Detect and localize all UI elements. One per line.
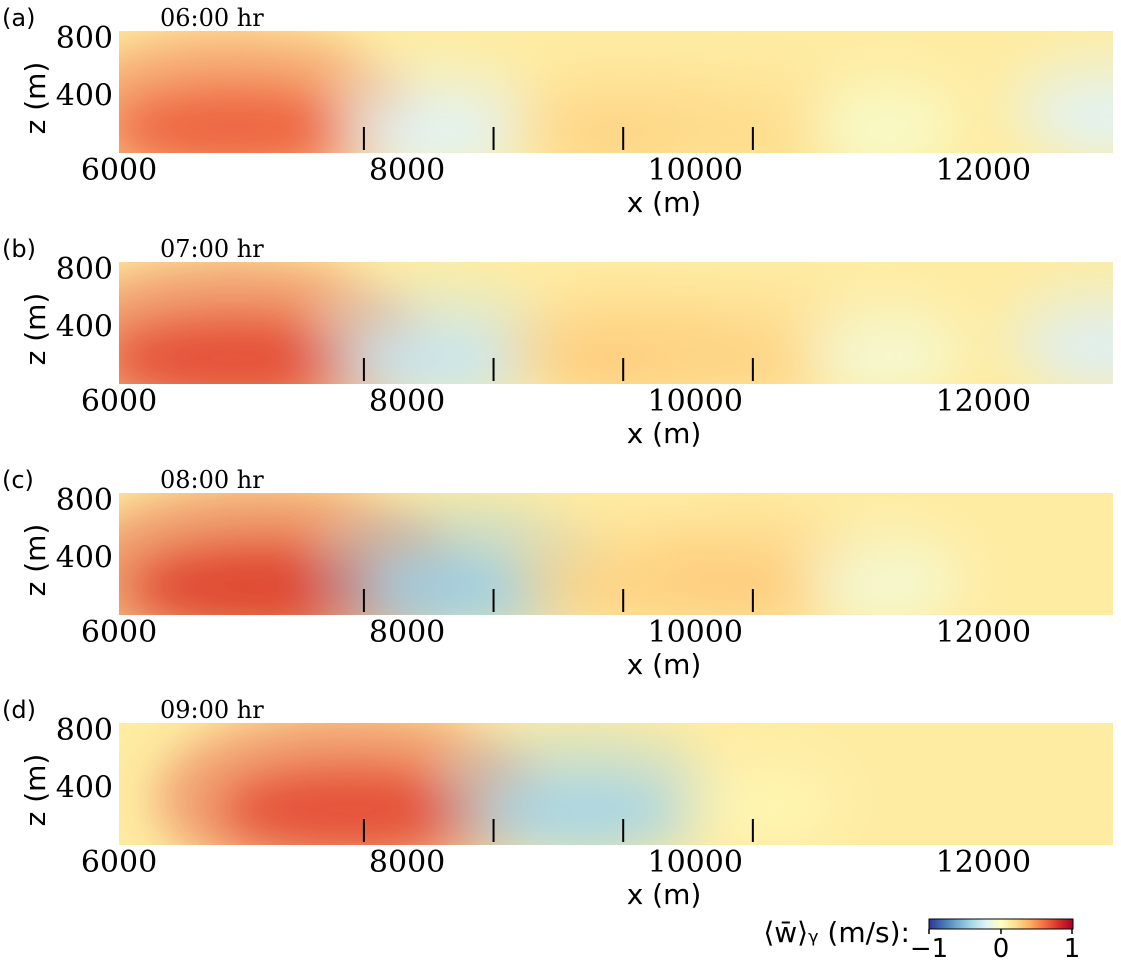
colorbar-tick-min: −1 <box>910 934 948 964</box>
x-axis-label: x (m) <box>627 648 702 681</box>
y-tick-label: 800 <box>56 21 113 56</box>
heatmap-cell <box>672 554 834 613</box>
y-tick-label: 800 <box>56 483 113 518</box>
heatmap-blobs <box>119 493 971 615</box>
x-tick-label: 12000 <box>936 615 1031 650</box>
time-label: 06:00 hr <box>160 4 264 32</box>
heatmap-field <box>119 262 1113 384</box>
x-tick-label: 12000 <box>936 845 1031 880</box>
panel-letter: (c) <box>2 466 34 494</box>
heatmap-cell <box>823 562 942 611</box>
heatmap-blobs <box>155 723 851 845</box>
y-tick-label: 400 <box>56 79 113 114</box>
colorbar: ⟨w̄⟩ᵧ (m/s): −1 0 1 <box>763 916 1080 964</box>
colorbar-tick-zero: 0 <box>993 934 1010 964</box>
y-axis-label: z (m) <box>19 524 52 597</box>
x-axis-label: x (m) <box>627 417 702 450</box>
heatmap-cell <box>119 88 356 153</box>
x-tick-label: 10000 <box>648 384 743 419</box>
x-axis-label: x (m) <box>627 878 702 911</box>
heatmap-cell <box>119 317 364 384</box>
x-tick-label: 6000 <box>81 615 157 650</box>
x-tick-label: 10000 <box>648 153 743 188</box>
panel-letter: (a) <box>2 4 35 32</box>
heatmap-cell <box>1041 89 1113 145</box>
heatmap-cell <box>711 785 823 833</box>
x-tick-label: 10000 <box>648 615 743 650</box>
time-label: 07:00 hr <box>160 235 264 263</box>
x-tick-label: 6000 <box>81 845 157 880</box>
panel-c: (c) 08:00 hr 400 800 6000 8000 10000 12000 x (m)… <box>2 466 1113 681</box>
panel-d: (d) 09:00 hr 400 800 6000 8000 10000 12000 x (m)… <box>2 696 1113 911</box>
y-tick-label: 800 <box>56 252 113 287</box>
x-tick-label: 8000 <box>369 615 445 650</box>
panels: (a) 06:00 hr 400 800 6000 8000 10000 12000 x (m)… <box>2 4 1113 911</box>
panel-b: (b) 07:00 hr 400 800 6000 8000 10000 12000 x (m)… <box>2 235 1113 450</box>
x-tick-label: 6000 <box>81 153 157 188</box>
colorbar-bar <box>928 918 1074 930</box>
colorbar-label: ⟨w̄⟩ᵧ (m/s): <box>763 916 910 949</box>
y-tick-label: 800 <box>56 713 113 748</box>
panel-letter: (d) <box>2 696 36 724</box>
heatmap-blobs <box>119 31 1113 153</box>
x-tick-label: 12000 <box>936 384 1031 419</box>
heatmap-cell <box>823 334 942 383</box>
y-tick-label: 400 <box>56 541 113 576</box>
heatmap-cell <box>220 768 479 845</box>
y-axis-label: z (m) <box>19 754 52 827</box>
y-axis-label: z (m) <box>19 293 52 366</box>
x-tick-label: 8000 <box>369 384 445 419</box>
x-tick-label: 12000 <box>936 153 1031 188</box>
time-label: 09:00 hr <box>160 696 264 724</box>
x-axis-label: x (m) <box>627 186 702 219</box>
x-tick-label: 6000 <box>81 384 157 419</box>
y-axis-label: z (m) <box>19 62 52 135</box>
time-label: 08:00 hr <box>160 466 264 494</box>
heatmap-cell <box>827 108 938 153</box>
heatmap-cell <box>352 328 519 384</box>
heatmap-blobs <box>119 262 1113 384</box>
panel-letter: (b) <box>2 235 36 263</box>
heatmap-cell <box>675 329 831 384</box>
panel-a: (a) 06:00 hr 400 800 6000 8000 10000 12000 x (m)… <box>2 4 1113 219</box>
colorbar-tick-max: 1 <box>1064 934 1081 964</box>
x-tick-label: 10000 <box>648 845 743 880</box>
heatmap-cell <box>1038 320 1113 376</box>
heatmap-cell <box>483 776 677 843</box>
heatmap-field <box>119 723 1113 845</box>
heatmap-field <box>119 493 1113 615</box>
y-tick-label: 400 <box>56 771 113 806</box>
x-tick-label: 8000 <box>369 153 445 188</box>
heatmap-field <box>119 31 1113 153</box>
y-tick-label: 400 <box>56 310 113 345</box>
heatmap-cell <box>363 104 508 153</box>
x-tick-label: 8000 <box>369 845 445 880</box>
